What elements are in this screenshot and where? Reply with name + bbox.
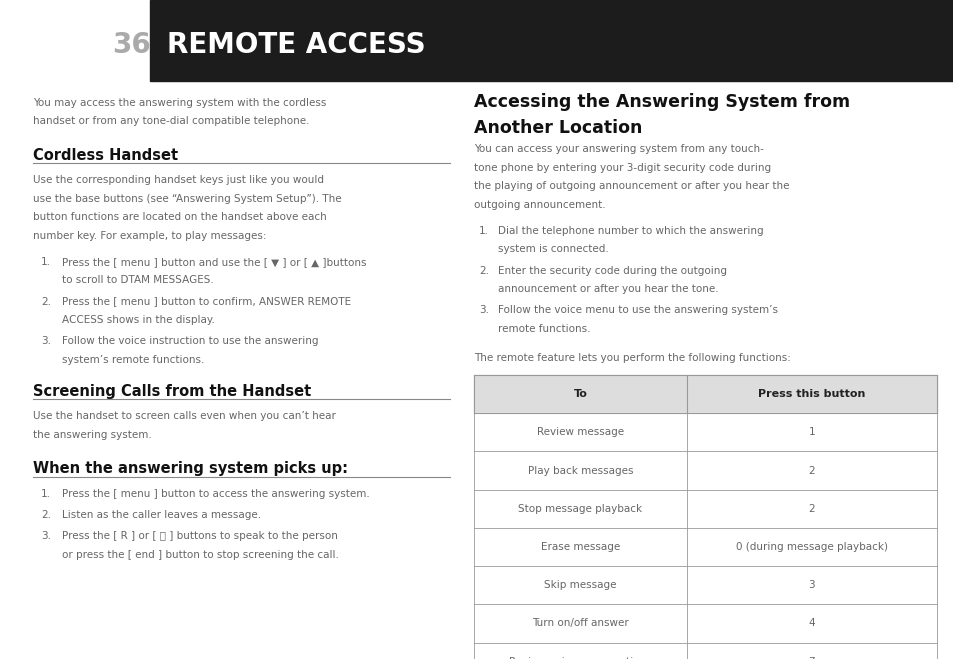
Text: button functions are located on the handset above each: button functions are located on the hand… xyxy=(33,212,327,222)
Bar xyxy=(474,528,936,566)
Text: When the answering system picks up:: When the answering system picks up: xyxy=(33,461,348,476)
Text: the answering system.: the answering system. xyxy=(33,430,152,440)
Text: You may access the answering system with the cordless: You may access the answering system with… xyxy=(33,98,327,107)
Text: 0 (during message playback): 0 (during message playback) xyxy=(735,542,887,552)
Text: You can access your answering system from any touch-: You can access your answering system fro… xyxy=(474,144,763,154)
Text: tone phone by entering your 3-digit security code during: tone phone by entering your 3-digit secu… xyxy=(474,163,770,173)
Text: or press the [ end ] button to stop screening the call.: or press the [ end ] button to stop scre… xyxy=(62,550,338,559)
Text: Press the [ R ] or [ ⓘ ] buttons to speak to the person: Press the [ R ] or [ ⓘ ] buttons to spea… xyxy=(62,531,337,541)
Text: 7: 7 xyxy=(808,656,815,659)
Text: 4: 4 xyxy=(808,618,815,629)
Text: Turn on/off answer: Turn on/off answer xyxy=(532,618,628,629)
Text: 2.: 2. xyxy=(478,266,488,275)
Text: Enter the security code during the outgoing: Enter the security code during the outgo… xyxy=(497,266,726,275)
Text: Stop message playback: Stop message playback xyxy=(517,503,642,514)
Text: Review message: Review message xyxy=(537,427,623,438)
Text: Press the [ menu ] button and use the [ ▼ ] or [ ▲ ]buttons: Press the [ menu ] button and use the [ … xyxy=(62,257,366,267)
Text: Cordless Handset: Cordless Handset xyxy=(33,148,178,163)
Text: 2.: 2. xyxy=(41,297,51,306)
Text: Follow the voice instruction to use the answering: Follow the voice instruction to use the … xyxy=(62,336,318,346)
Text: 1.: 1. xyxy=(41,257,51,267)
Text: system is connected.: system is connected. xyxy=(497,244,608,254)
Text: to scroll to DTAM MESSAGES.: to scroll to DTAM MESSAGES. xyxy=(62,275,213,285)
Text: system’s remote functions.: system’s remote functions. xyxy=(62,355,204,364)
Text: The remote feature lets you perform the following functions:: The remote feature lets you perform the … xyxy=(474,353,790,362)
Text: announcement or after you hear the tone.: announcement or after you hear the tone. xyxy=(497,284,718,294)
Bar xyxy=(474,413,936,451)
Text: 3.: 3. xyxy=(41,531,51,541)
Text: 1.: 1. xyxy=(41,489,51,499)
Text: Press the [ menu ] button to access the answering system.: Press the [ menu ] button to access the … xyxy=(62,489,370,499)
Text: Use the handset to screen calls even when you can’t hear: Use the handset to screen calls even whe… xyxy=(33,411,335,421)
Text: 2.: 2. xyxy=(41,510,51,520)
Bar xyxy=(150,0,953,81)
Text: the playing of outgoing announcement or after you hear the: the playing of outgoing announcement or … xyxy=(474,181,789,191)
Text: Review voice menu options: Review voice menu options xyxy=(509,656,651,659)
Text: Play back messages: Play back messages xyxy=(527,465,633,476)
Text: 1.: 1. xyxy=(478,226,488,236)
Text: 3: 3 xyxy=(808,580,815,590)
Text: 1: 1 xyxy=(808,427,815,438)
Text: remote functions.: remote functions. xyxy=(497,324,590,333)
Text: 36: 36 xyxy=(112,30,151,59)
Text: REMOTE ACCESS: REMOTE ACCESS xyxy=(167,30,425,59)
Bar xyxy=(474,375,936,413)
Text: Skip message: Skip message xyxy=(544,580,617,590)
Text: number key. For example, to play messages:: number key. For example, to play message… xyxy=(33,231,267,241)
Text: Press this button: Press this button xyxy=(758,389,864,399)
Text: Screening Calls from the Handset: Screening Calls from the Handset xyxy=(33,384,312,399)
Bar xyxy=(474,490,936,528)
Bar xyxy=(474,604,936,643)
Text: To: To xyxy=(573,389,587,399)
Text: Another Location: Another Location xyxy=(474,119,641,137)
Text: ACCESS shows in the display.: ACCESS shows in the display. xyxy=(62,315,214,325)
Text: Accessing the Answering System from: Accessing the Answering System from xyxy=(474,93,849,111)
Text: 2: 2 xyxy=(808,465,815,476)
Text: Dial the telephone number to which the answering: Dial the telephone number to which the a… xyxy=(497,226,762,236)
Text: Follow the voice menu to use the answering system’s: Follow the voice menu to use the answeri… xyxy=(497,305,778,315)
Bar xyxy=(474,451,936,490)
Text: outgoing announcement.: outgoing announcement. xyxy=(474,200,605,210)
Text: Erase message: Erase message xyxy=(540,542,619,552)
Text: use the base buttons (see “Answering System Setup”). The: use the base buttons (see “Answering Sys… xyxy=(33,194,342,204)
Text: 3.: 3. xyxy=(478,305,488,315)
Text: 2: 2 xyxy=(808,503,815,514)
Text: Listen as the caller leaves a message.: Listen as the caller leaves a message. xyxy=(62,510,261,520)
Bar xyxy=(474,643,936,659)
Bar xyxy=(474,566,936,604)
Text: Press the [ menu ] button to confirm, ANSWER REMOTE: Press the [ menu ] button to confirm, AN… xyxy=(62,297,351,306)
Text: handset or from any tone-dial compatible telephone.: handset or from any tone-dial compatible… xyxy=(33,116,310,126)
Text: Use the corresponding handset keys just like you would: Use the corresponding handset keys just … xyxy=(33,175,324,185)
Text: 3.: 3. xyxy=(41,336,51,346)
